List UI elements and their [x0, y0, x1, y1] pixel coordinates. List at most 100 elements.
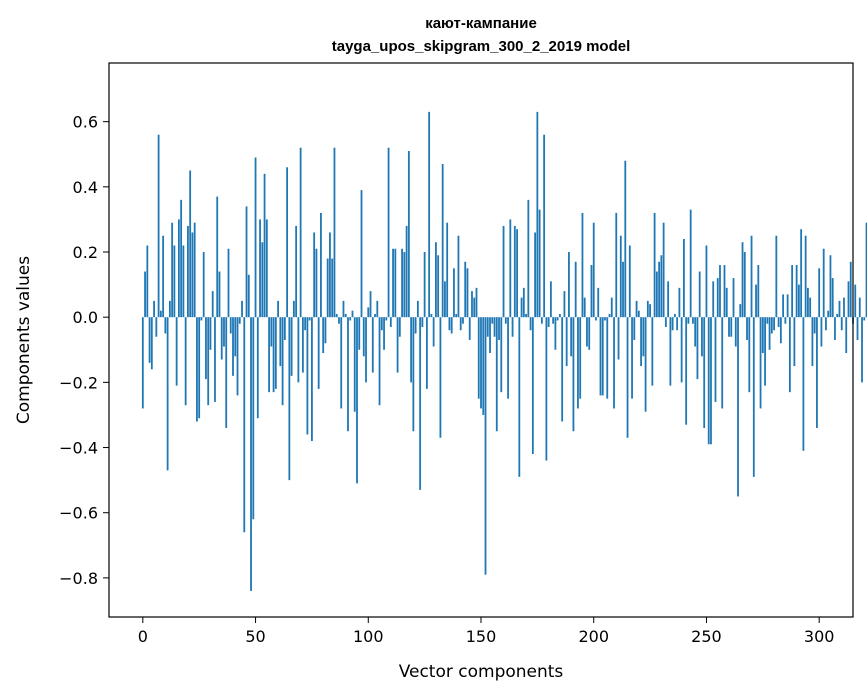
bar: [775, 235, 778, 318]
bar: [644, 317, 647, 412]
bar: [829, 255, 832, 318]
bar: [637, 310, 640, 318]
bar: [640, 317, 642, 367]
bar: [196, 317, 198, 422]
bar: [407, 150, 410, 318]
bar: [159, 310, 162, 318]
bar: [818, 268, 821, 318]
bar: [608, 313, 611, 318]
bar: [209, 317, 212, 350]
bar: [315, 248, 318, 318]
bar: [383, 317, 385, 350]
bar: [597, 287, 600, 318]
bar: [347, 317, 349, 432]
plot-frame: [108, 62, 854, 618]
bar: [283, 317, 286, 340]
bar: [272, 317, 275, 393]
bar: [471, 291, 473, 318]
y-tick-label: −0.2: [59, 373, 98, 392]
bar: [845, 317, 848, 354]
bar: [412, 317, 415, 432]
bar: [166, 317, 169, 471]
bar: [223, 317, 225, 347]
bar: [329, 232, 331, 318]
bar: [394, 248, 397, 318]
bar: [423, 252, 426, 318]
bar: [486, 317, 489, 337]
bar: [766, 317, 769, 324]
bar: [482, 317, 485, 415]
bar: [849, 261, 852, 318]
bar: [685, 317, 688, 425]
bar: [635, 300, 638, 318]
bar: [164, 317, 167, 334]
bar: [173, 245, 176, 318]
bar: [202, 252, 205, 318]
bar: [146, 245, 149, 318]
bar: [401, 248, 403, 318]
bar: [157, 134, 160, 318]
bar: [543, 134, 546, 318]
bar: [326, 258, 329, 318]
bar: [721, 317, 724, 409]
x-tick-label: 100: [353, 627, 384, 646]
bar: [552, 317, 555, 324]
bar: [171, 222, 174, 318]
bar: [863, 317, 866, 321]
bar: [788, 317, 791, 393]
bar: [802, 317, 805, 451]
bar: [468, 317, 471, 340]
bar: [495, 317, 498, 432]
bar: [286, 167, 289, 318]
bar: [416, 300, 419, 318]
bar: [816, 317, 818, 428]
bar: [450, 317, 453, 334]
bar: [301, 317, 304, 373]
bar: [358, 317, 361, 350]
bar: [577, 317, 579, 409]
bar: [410, 317, 413, 383]
bar: [437, 255, 440, 318]
bar: [633, 317, 636, 340]
bar: [761, 317, 764, 354]
bar: [764, 317, 766, 386]
bar: [333, 147, 336, 318]
bar: [572, 317, 575, 432]
bar: [858, 297, 861, 318]
bar: [168, 300, 171, 318]
bar: [728, 317, 730, 337]
bar: [376, 300, 379, 318]
bar: [840, 317, 843, 331]
bar: [631, 317, 633, 399]
bar: [432, 317, 435, 347]
bar: [268, 317, 270, 393]
bar: [191, 232, 194, 318]
bar: [811, 317, 814, 367]
bar: [671, 317, 674, 331]
x-tick-label: 150: [466, 627, 497, 646]
bar: [464, 261, 467, 318]
bar: [462, 317, 464, 324]
bar: [317, 317, 320, 389]
bar: [673, 313, 676, 318]
bar: [360, 190, 363, 318]
y-tick-label: 0.0: [73, 308, 98, 327]
bar: [854, 284, 857, 318]
bar: [770, 317, 773, 334]
bar: [696, 317, 699, 380]
bar: [162, 235, 165, 318]
bar: [520, 297, 523, 318]
bar: [669, 317, 672, 386]
bar: [561, 317, 564, 422]
bar: [538, 209, 541, 318]
bar: [380, 317, 383, 331]
bar: [590, 265, 593, 318]
bar: [662, 222, 665, 318]
bar: [491, 317, 494, 324]
bar: [795, 265, 798, 318]
bar: [475, 287, 478, 318]
bar: [387, 147, 390, 318]
bar: [227, 248, 230, 318]
bar: [687, 317, 690, 324]
bar: [619, 235, 622, 318]
